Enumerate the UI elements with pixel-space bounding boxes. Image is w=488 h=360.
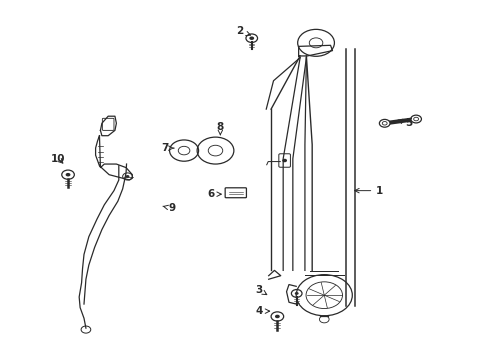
Circle shape [379,120,389,127]
Text: 5: 5 [397,118,412,128]
Text: 7: 7 [161,143,174,153]
Circle shape [65,173,70,176]
Text: 3: 3 [255,285,266,295]
Circle shape [274,315,279,318]
Text: 6: 6 [206,189,221,199]
Text: 10: 10 [51,154,65,164]
Circle shape [249,36,254,40]
Circle shape [282,159,286,162]
Circle shape [410,115,421,123]
Text: 8: 8 [216,122,224,135]
Text: 1: 1 [354,186,383,195]
Circle shape [125,175,129,178]
Circle shape [294,292,298,295]
Text: 4: 4 [255,306,269,316]
Text: 2: 2 [236,26,250,36]
Text: 9: 9 [163,203,175,213]
